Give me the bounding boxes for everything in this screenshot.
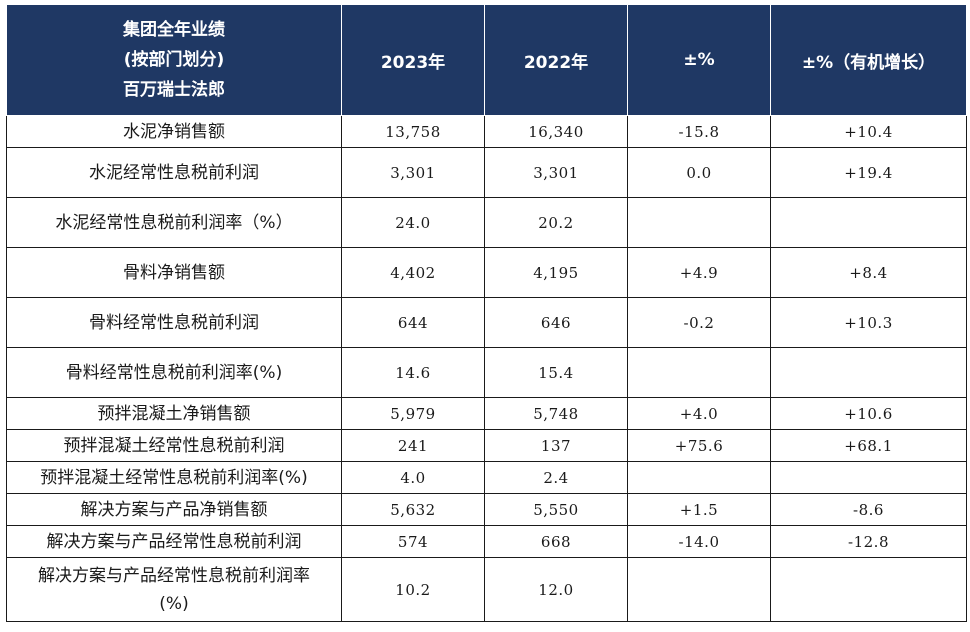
- value-pct: [627, 347, 771, 398]
- header-pct: ±%: [627, 4, 771, 116]
- table-row: 水泥经常性息税前利润 3,301 3,301 0.0 +19.4: [6, 147, 967, 198]
- row-label-line: (%): [159, 593, 189, 614]
- value-2022: 5,748: [484, 397, 628, 430]
- value-2022: 137: [484, 429, 628, 462]
- value-2022: 668: [484, 525, 628, 558]
- value-2022: 20.2: [484, 197, 628, 248]
- value-2023: 5,632: [341, 493, 485, 526]
- table-row: 骨料净销售额 4,402 4,195 +4.9 +8.4: [6, 247, 967, 298]
- value-2022: 12.0: [484, 557, 628, 622]
- value-pct: +4.0: [627, 397, 771, 430]
- row-label: 水泥经常性息税前利润: [6, 147, 342, 198]
- value-organic: +10.6: [770, 397, 967, 430]
- value-2023: 4,402: [341, 247, 485, 298]
- table-row: 预拌混凝土经常性息税前利润 241 137 +75.6 +68.1: [6, 429, 967, 462]
- value-2023: 4.0: [341, 461, 485, 494]
- table-row: 解决方案与产品经常性息税前利润率 (%) 10.2 12.0: [6, 557, 967, 622]
- row-label: 骨料经常性息税前利润: [6, 297, 342, 348]
- value-2023: 644: [341, 297, 485, 348]
- value-organic: [770, 347, 967, 398]
- value-organic: +8.4: [770, 247, 967, 298]
- row-label: 预拌混凝土经常性息税前利润: [6, 429, 342, 462]
- row-label: 解决方案与产品净销售额: [6, 493, 342, 526]
- value-pct: [627, 197, 771, 248]
- value-2023: 5,979: [341, 397, 485, 430]
- value-2022: 2.4: [484, 461, 628, 494]
- value-organic: [770, 557, 967, 622]
- value-organic: +10.4: [770, 115, 967, 148]
- results-table: 集团全年业绩 (按部门划分) 百万瑞士法郎 2023年 2022年 ±% ±%（…: [6, 4, 967, 622]
- table-row: 水泥经常性息税前利润率（%） 24.0 20.2: [6, 197, 967, 248]
- row-label: 水泥经常性息税前利润率（%）: [6, 197, 342, 248]
- row-label: 解决方案与产品经常性息税前利润: [6, 525, 342, 558]
- header-2023: 2023年: [341, 4, 485, 116]
- value-pct: -0.2: [627, 297, 771, 348]
- value-pct: -14.0: [627, 525, 771, 558]
- value-2022: 3,301: [484, 147, 628, 198]
- row-label: 解决方案与产品经常性息税前利润率 (%): [6, 557, 342, 622]
- value-pct: [627, 461, 771, 494]
- row-label-line: 解决方案与产品经常性息税前利润率: [38, 565, 310, 586]
- value-2023: 574: [341, 525, 485, 558]
- header-title-line: 集团全年业绩: [123, 20, 225, 40]
- value-2022: 4,195: [484, 247, 628, 298]
- table-row: 骨料经常性息税前利润率(%) 14.6 15.4: [6, 347, 967, 398]
- value-2023: 14.6: [341, 347, 485, 398]
- header-title: 集团全年业绩 (按部门划分) 百万瑞士法郎: [6, 4, 342, 116]
- table-row: 骨料经常性息税前利润 644 646 -0.2 +10.3: [6, 297, 967, 348]
- value-organic: +19.4: [770, 147, 967, 198]
- header-title-line: 百万瑞士法郎: [123, 80, 225, 100]
- table-row: 预拌混凝土净销售额 5,979 5,748 +4.0 +10.6: [6, 397, 967, 430]
- row-label: 预拌混凝土经常性息税前利润率(%): [6, 461, 342, 494]
- value-2023: 24.0: [341, 197, 485, 248]
- value-pct: +1.5: [627, 493, 771, 526]
- value-2022: 16,340: [484, 115, 628, 148]
- value-2023: 10.2: [341, 557, 485, 622]
- value-pct: -15.8: [627, 115, 771, 148]
- value-pct: 0.0: [627, 147, 771, 198]
- value-pct: +75.6: [627, 429, 771, 462]
- value-2023: 241: [341, 429, 485, 462]
- value-2023: 13,758: [341, 115, 485, 148]
- row-label: 骨料经常性息税前利润率(%): [6, 347, 342, 398]
- table-row: 解决方案与产品经常性息税前利润 574 668 -14.0 -12.8: [6, 525, 967, 558]
- value-2022: 646: [484, 297, 628, 348]
- value-organic: +68.1: [770, 429, 967, 462]
- header-pct-organic: ±%（有机增长）: [770, 4, 967, 116]
- row-label: 水泥净销售额: [6, 115, 342, 148]
- header-2022: 2022年: [484, 4, 628, 116]
- value-2022: 5,550: [484, 493, 628, 526]
- value-organic: +10.3: [770, 297, 967, 348]
- value-organic: -8.6: [770, 493, 967, 526]
- table-row: 水泥净销售额 13,758 16,340 -15.8 +10.4: [6, 115, 967, 148]
- value-2023: 3,301: [341, 147, 485, 198]
- value-pct: +4.9: [627, 247, 771, 298]
- value-2022: 15.4: [484, 347, 628, 398]
- value-pct: [627, 557, 771, 622]
- value-organic: -12.8: [770, 525, 967, 558]
- header-title-line: (按部门划分): [123, 50, 225, 70]
- row-label: 预拌混凝土净销售额: [6, 397, 342, 430]
- table-row: 解决方案与产品净销售额 5,632 5,550 +1.5 -8.6: [6, 493, 967, 526]
- value-organic: [770, 197, 967, 248]
- value-organic: [770, 461, 967, 494]
- table-row: 预拌混凝土经常性息税前利润率(%) 4.0 2.4: [6, 461, 967, 494]
- row-label: 骨料净销售额: [6, 247, 342, 298]
- header-row: 集团全年业绩 (按部门划分) 百万瑞士法郎 2023年 2022年 ±% ±%（…: [6, 4, 967, 116]
